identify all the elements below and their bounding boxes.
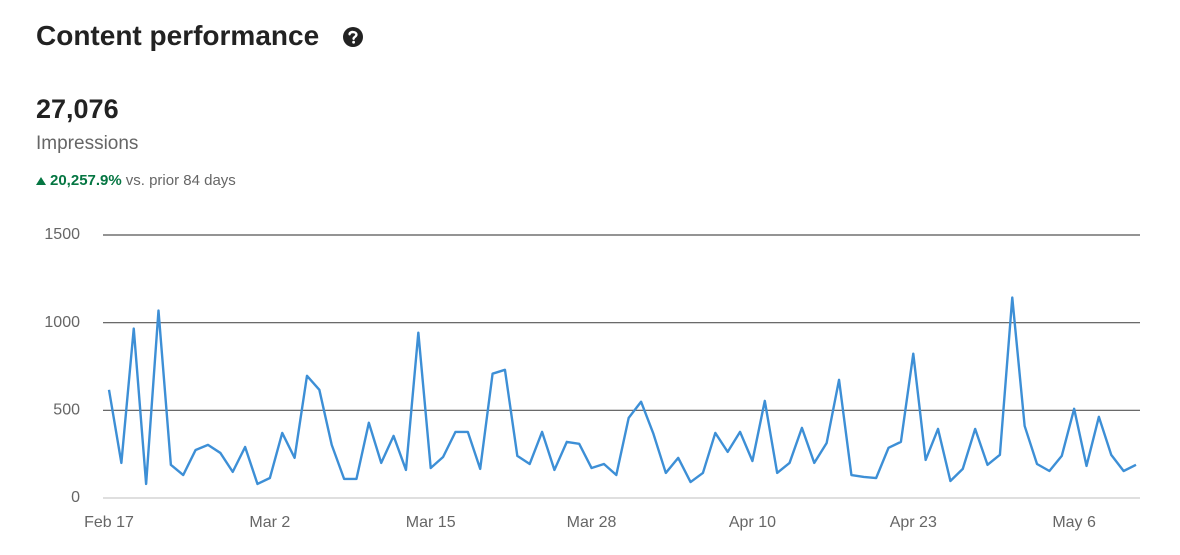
y-tick-label: 500 [53,402,80,419]
x-tick-label: May 6 [1052,514,1096,531]
section-title: Content performance [36,20,320,51]
x-tick-label: Mar 15 [406,514,456,531]
series-line [107,296,1137,486]
x-tick-label: Mar 28 [567,514,617,531]
up-arrow [36,176,46,185]
y-tick-label: 0 [71,489,80,506]
comparison: vs. prior 84 days [125,172,236,189]
y-tick-label: 1000 [44,314,80,331]
help-icon[interactable] [342,26,364,48]
x-tick-label: Mar 2 [249,514,290,531]
metric-label: Impressions [36,133,139,154]
change-value: 20,257.9% [50,172,122,189]
x-tick-label: Feb 17 [84,514,134,531]
x-tick-label: Apr 23 [890,514,937,531]
change-row: 20,257.9% vs. prior 84 days [36,172,236,189]
y-tick-label: 1500 [44,226,80,243]
x-tick-label: Apr 10 [729,514,776,531]
total-value: 27,076 [36,94,119,124]
